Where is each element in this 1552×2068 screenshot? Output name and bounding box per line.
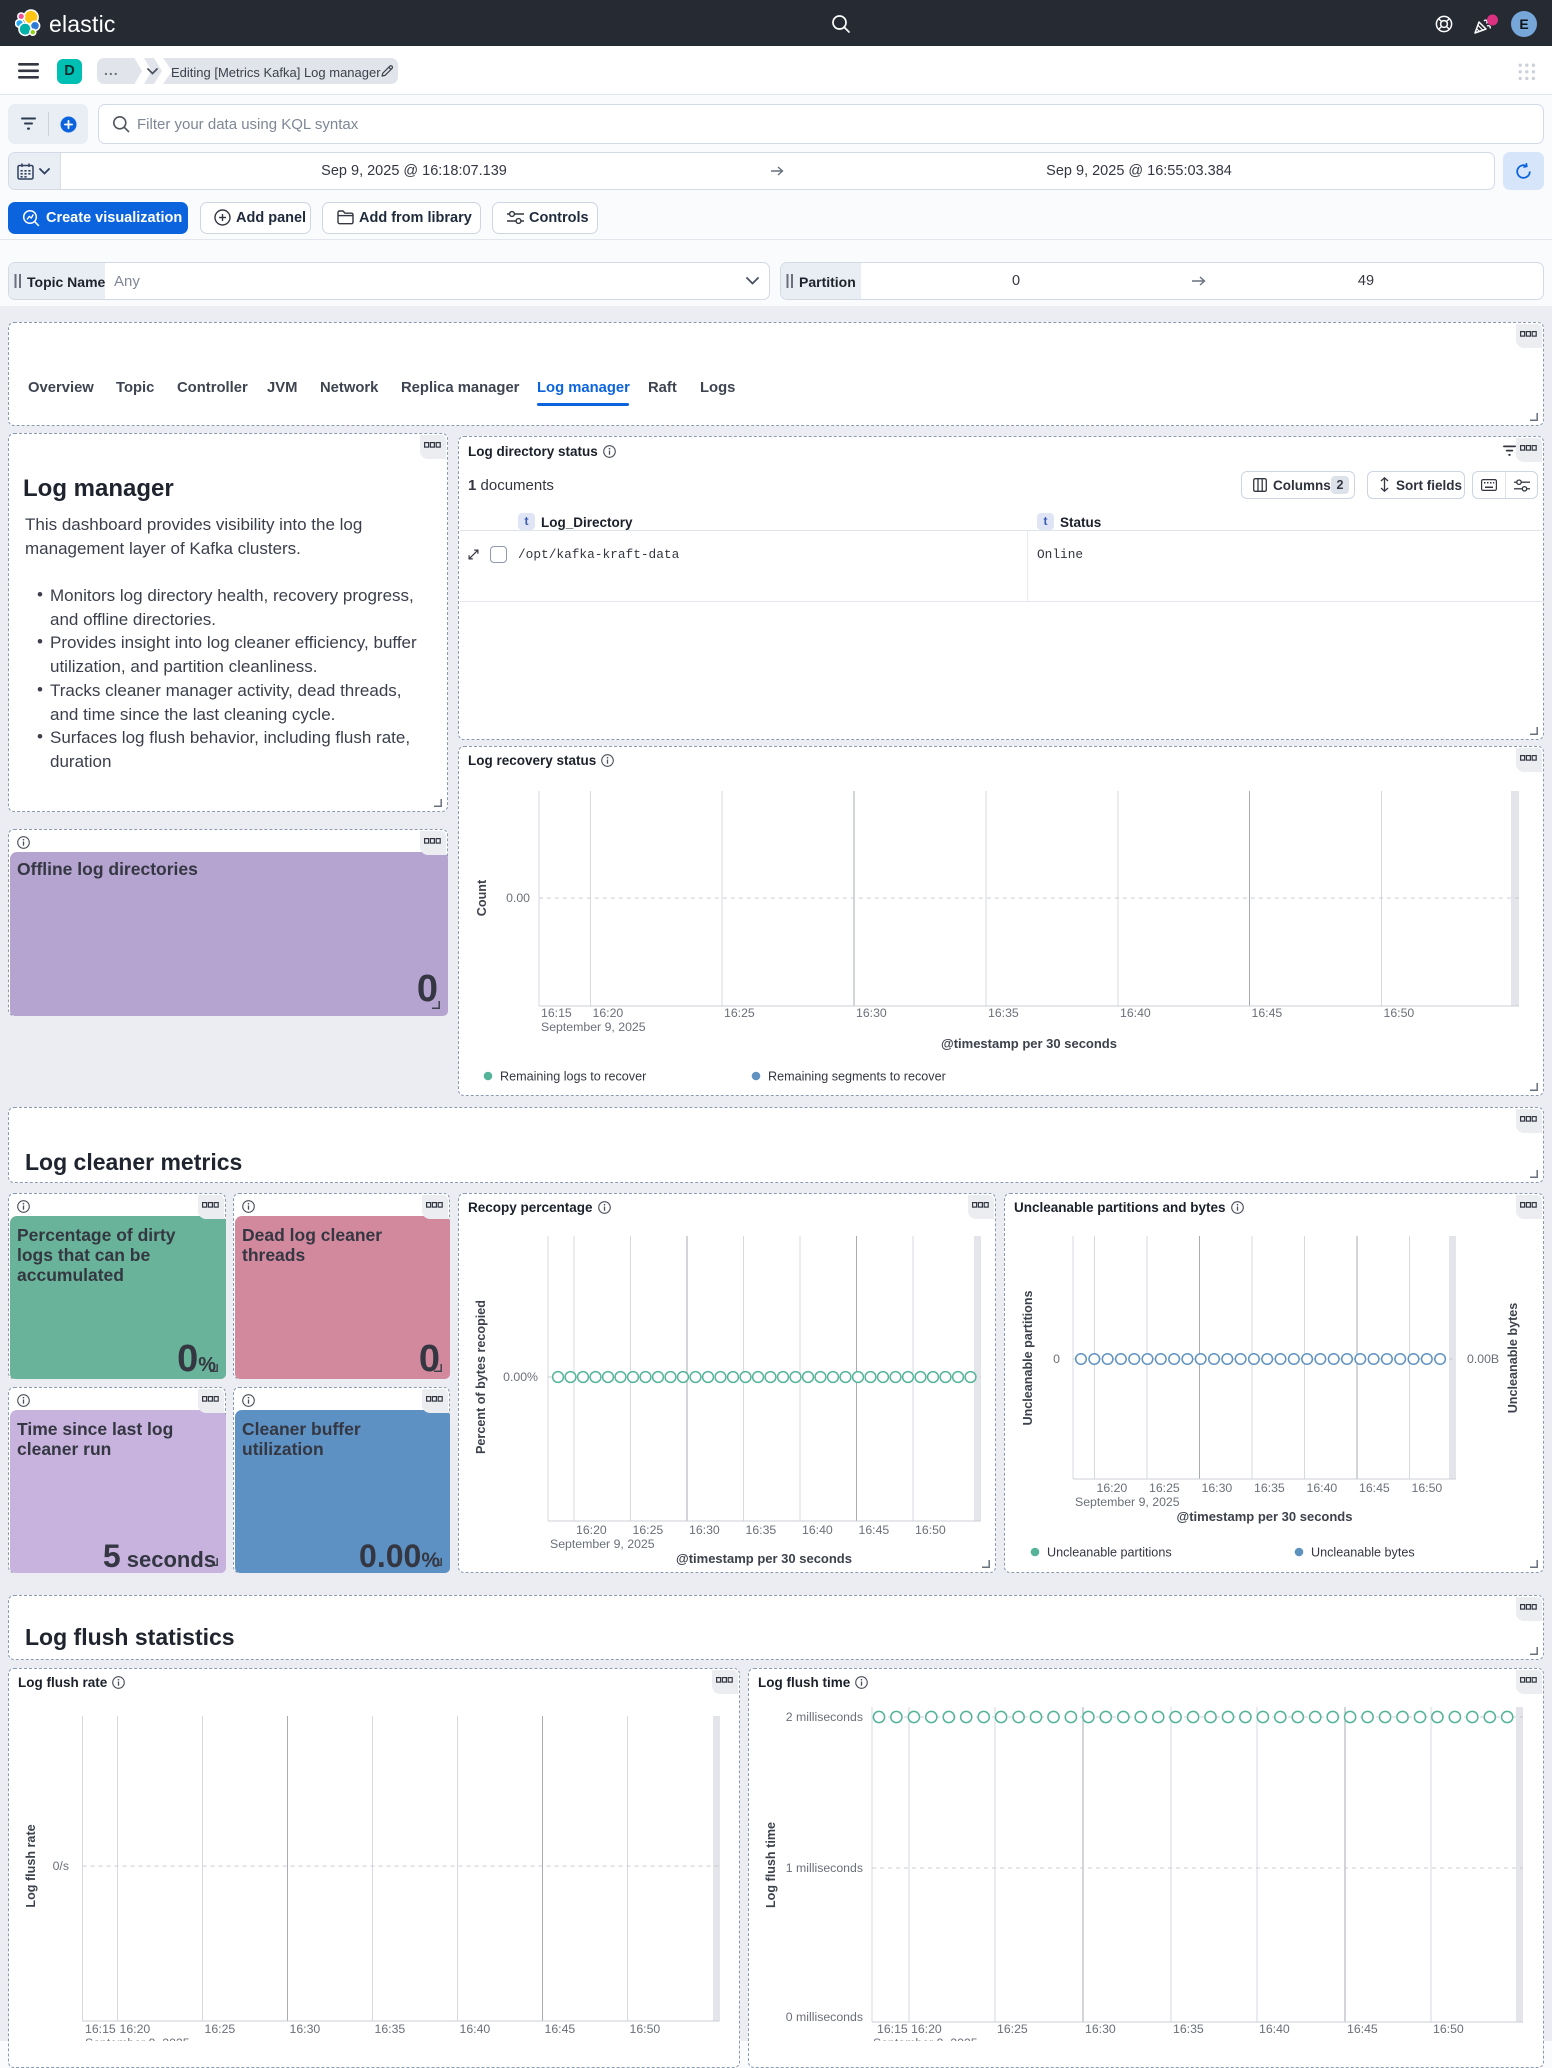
svg-text:16:45: 16:45 [1359,1481,1390,1495]
svg-text:16:20: 16:20 [576,1523,607,1537]
svg-text:16:35: 16:35 [746,1523,777,1537]
svg-text:16:30: 16:30 [290,2022,321,2036]
svg-text:16:45: 16:45 [1347,2022,1378,2036]
svg-text:0.00: 0.00 [506,891,530,905]
svg-text:16:20: 16:20 [120,2022,151,2036]
svg-text:16:25: 16:25 [997,2022,1028,2036]
svg-text:Uncleanable partitions: Uncleanable partitions [1021,1290,1035,1425]
svg-text:16:40: 16:40 [1259,2022,1290,2036]
svg-text:0.00B: 0.00B [1467,1352,1499,1366]
svg-text:Log flush time: Log flush time [764,1822,778,1908]
svg-text:16:25: 16:25 [205,2022,236,2036]
svg-text:0 milliseconds: 0 milliseconds [786,2010,863,2024]
svg-text:1 milliseconds: 1 milliseconds [786,1861,863,1875]
svg-text:16:25: 16:25 [1149,1481,1180,1495]
svg-text:16:30: 16:30 [1202,1481,1233,1495]
svg-text:@timestamp per 30 seconds: @timestamp per 30 seconds [941,1036,1117,1051]
svg-text:16:50: 16:50 [1412,1481,1443,1495]
svg-text:Log flush rate: Log flush rate [24,1824,38,1907]
svg-text:September 9, 2025: September 9, 2025 [1075,1495,1180,1509]
svg-text:Uncleanable bytes: Uncleanable bytes [1311,1545,1415,1559]
svg-text:Uncleanable bytes: Uncleanable bytes [1506,1303,1520,1414]
svg-text:16:40: 16:40 [1307,1481,1338,1495]
svg-text:@timestamp per 30 seconds: @timestamp per 30 seconds [676,1551,852,1566]
svg-text:16:20: 16:20 [911,2022,942,2036]
svg-text:0: 0 [1053,1352,1060,1366]
svg-text:16:30: 16:30 [689,1523,720,1537]
svg-text:16:50: 16:50 [1433,2022,1464,2036]
svg-text:16:20: 16:20 [1097,1481,1128,1495]
svg-text:16:45: 16:45 [545,2022,576,2036]
svg-text:September 9, 2025: September 9, 2025 [550,1537,655,1551]
svg-text:0/s: 0/s [53,1859,69,1873]
svg-text:16:30: 16:30 [856,1006,887,1020]
svg-text:16:35: 16:35 [375,2022,406,2036]
svg-text:September 9, 2025: September 9, 2025 [85,2036,190,2041]
svg-text:16:20: 16:20 [593,1006,624,1020]
svg-text:16:30: 16:30 [1085,2022,1116,2036]
svg-text:16:15: 16:15 [877,2022,908,2036]
svg-text:16:40: 16:40 [1120,1006,1151,1020]
svg-text:16:50: 16:50 [630,2022,661,2036]
svg-text:2 milliseconds: 2 milliseconds [786,1710,863,1724]
svg-text:September 9, 2025: September 9, 2025 [873,2036,978,2041]
svg-text:Percent of bytes recopied: Percent of bytes recopied [474,1300,488,1454]
svg-text:Remaining segments to recover: Remaining segments to recover [768,1069,946,1083]
svg-text:16:15: 16:15 [85,2022,116,2036]
svg-text:16:50: 16:50 [1384,1006,1415,1020]
svg-text:16:35: 16:35 [988,1006,1019,1020]
svg-text:16:50: 16:50 [915,1523,946,1537]
svg-text:16:25: 16:25 [724,1006,755,1020]
svg-text:September 9, 2025: September 9, 2025 [541,1020,646,1034]
svg-text:16:25: 16:25 [633,1523,664,1537]
svg-text:@timestamp per 30 seconds: @timestamp per 30 seconds [1177,1509,1353,1524]
svg-text:16:35: 16:35 [1173,2022,1204,2036]
svg-text:Remaining logs to recover: Remaining logs to recover [500,1069,646,1083]
svg-text:16:45: 16:45 [1252,1006,1283,1020]
svg-text:16:40: 16:40 [460,2022,491,2036]
svg-text:16:40: 16:40 [802,1523,833,1537]
svg-text:16:15: 16:15 [541,1006,572,1020]
svg-text:16:35: 16:35 [1254,1481,1285,1495]
svg-text:Count: Count [475,879,489,916]
svg-text:16:45: 16:45 [859,1523,890,1537]
svg-text:0.00%: 0.00% [503,1370,538,1384]
svg-text:Uncleanable partitions: Uncleanable partitions [1047,1545,1172,1559]
